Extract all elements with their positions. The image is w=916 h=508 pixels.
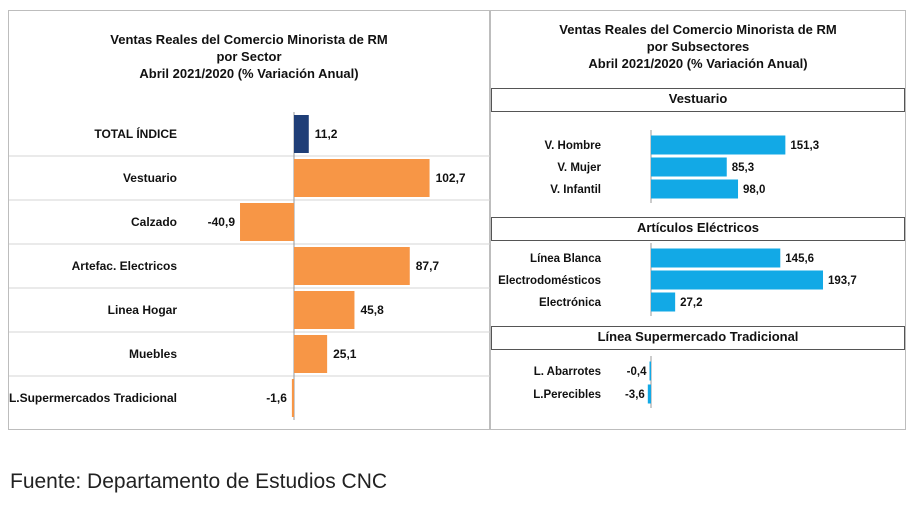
bar-4	[294, 291, 355, 329]
category-label: L.Supermercados Tradicional	[9, 391, 177, 405]
category-label: Vestuario	[123, 171, 177, 185]
bar-0-1	[651, 157, 727, 177]
subsector-chart-title-line-2: por Subsectores	[646, 39, 750, 54]
category-label: Linea Hogar	[108, 303, 178, 317]
bar-1-1	[651, 270, 824, 290]
data-label: 25,1	[333, 347, 357, 361]
data-label: 45,8	[360, 303, 384, 317]
data-label: -40,9	[208, 215, 236, 229]
category-label: V. Hombre	[545, 140, 601, 152]
data-label: 27,2	[680, 297, 702, 309]
section-header-linea-supermercado: Línea Supermercado Tradicional	[491, 326, 905, 350]
category-label: L.Perecibles	[533, 389, 601, 401]
category-label: V. Mujer	[557, 162, 601, 174]
data-label: 98,0	[743, 184, 765, 196]
bar-6	[291, 379, 294, 417]
category-label: V. Infantil	[550, 184, 601, 196]
bar-2-1	[647, 384, 651, 404]
category-label: Calzado	[131, 215, 177, 229]
source-note: Fuente: Departamento de Estudios CNC	[10, 470, 388, 493]
section-header-vestuario: Vestuario	[491, 88, 905, 112]
bar-5	[294, 335, 328, 373]
sector-chart-title-line-2: por Sector	[216, 49, 282, 64]
category-label: Artefac. Electricos	[72, 259, 178, 273]
data-label: 151,3	[790, 140, 819, 152]
category-label: Electrónica	[539, 297, 602, 309]
data-label: 193,7	[828, 275, 857, 287]
subsector-chart-panel: Ventas Reales del Comercio Minorista de …	[490, 10, 906, 430]
category-label: L. Abarrotes	[534, 366, 601, 378]
data-label: -3,6	[625, 389, 645, 401]
subsector-bar-chart: V. Hombre 151,3 V. Mujer 85,3 V. Infantil 98,…	[498, 130, 857, 408]
data-label: -1,6	[266, 391, 287, 405]
data-label: -0,4	[627, 366, 647, 378]
subsector-chart-title-line-3: Abril 2021/2020 (% Variación Anual)	[588, 56, 808, 71]
category-label: Electrodomésticos	[498, 275, 601, 287]
bar-0-2	[651, 179, 739, 199]
bar-1-2	[651, 292, 676, 312]
bar-0-0	[651, 135, 786, 155]
bar-1	[294, 159, 430, 197]
category-label: Línea Blanca	[530, 253, 602, 265]
data-label: 11,2	[315, 127, 338, 141]
section-header-articulos-electricos: Artículos Eléctricos	[491, 217, 905, 241]
sector-chart-title-line-3: Abril 2021/2020 (% Variación Anual)	[139, 66, 359, 81]
category-label: Muebles	[129, 347, 177, 361]
sector-chart-title-line-1: Ventas Reales del Comercio Minorista de …	[110, 32, 388, 47]
bar-2	[240, 203, 294, 241]
data-label: 85,3	[732, 162, 754, 174]
sector-chart-panel: Ventas Reales del Comercio Minorista de …	[8, 10, 491, 430]
category-label: TOTAL ÍNDICE	[94, 126, 177, 141]
bar-3	[294, 247, 410, 285]
data-label: 145,6	[785, 253, 814, 265]
subsector-chart-title-line-1: Ventas Reales del Comercio Minorista de …	[559, 22, 837, 37]
sector-bar-chart: TOTAL ÍNDICE 11,2 Vestuario 102,7 Calzado -40…	[9, 112, 491, 420]
data-label: 87,7	[416, 259, 440, 273]
bar-2-0	[649, 361, 651, 381]
data-label: 102,7	[436, 171, 466, 185]
bar-1-0	[651, 248, 781, 268]
bar-0	[294, 115, 309, 153]
